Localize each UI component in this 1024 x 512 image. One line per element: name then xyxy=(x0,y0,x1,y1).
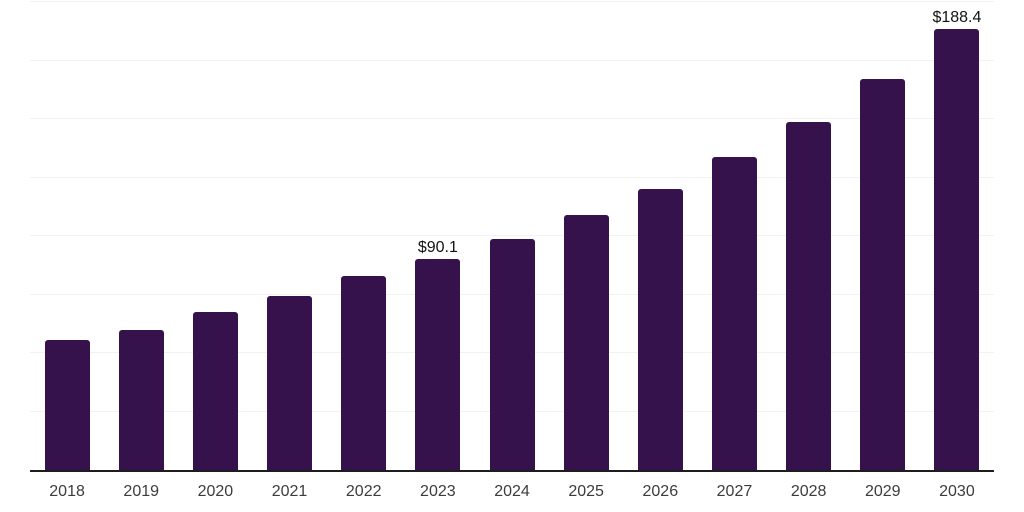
x-tick-label: 2022 xyxy=(345,483,382,500)
x-tick-label: 2028 xyxy=(790,483,827,500)
bar-2023: $90.1 xyxy=(415,239,461,470)
x-tick-label: 2030 xyxy=(939,483,975,500)
bar-2027 xyxy=(711,157,757,470)
bar-2022 xyxy=(341,276,387,470)
x-tick-label: 2029 xyxy=(864,483,901,500)
x-tick-label: 2018 xyxy=(49,483,85,500)
x-axis-tick-labels: 2018 2019 2020 2021 2022 2023 2024 2025 2026 2027… xyxy=(30,483,994,505)
x-tick-label: 2020 xyxy=(197,483,234,500)
x-tick-label: 2026 xyxy=(642,483,679,500)
x-tick-label: 2023 xyxy=(420,483,456,500)
x-tick-label: 2021 xyxy=(271,483,308,500)
x-axis-line xyxy=(30,470,994,472)
bar-2021 xyxy=(267,295,313,470)
gridline xyxy=(30,118,994,119)
bar-2026 xyxy=(637,188,683,470)
x-tick-label: 2024 xyxy=(494,483,530,500)
bar-value-label: $90.1 xyxy=(417,239,458,257)
bar-2019 xyxy=(118,329,164,470)
gridline xyxy=(30,235,994,236)
bars-layer: $90.1 $188.4 xyxy=(30,2,994,470)
gridline xyxy=(30,1,994,2)
x-tick-label: 2027 xyxy=(716,483,753,500)
gridline xyxy=(30,59,994,61)
x-tick-label: 2025 xyxy=(568,483,604,500)
bar-2020 xyxy=(192,311,238,470)
gridline xyxy=(30,176,994,178)
x-tick-label: 2019 xyxy=(123,483,160,500)
bar-2025 xyxy=(563,214,609,470)
bar-2024 xyxy=(489,239,535,470)
bar-2029 xyxy=(860,79,906,470)
plot-area: $90.1 $188.4 xyxy=(30,1,994,472)
bar-2028 xyxy=(786,122,832,470)
bar-value-label: $188.4 xyxy=(932,9,982,27)
bar-2030: $188.4 xyxy=(932,9,981,470)
bar-2018 xyxy=(44,340,90,470)
